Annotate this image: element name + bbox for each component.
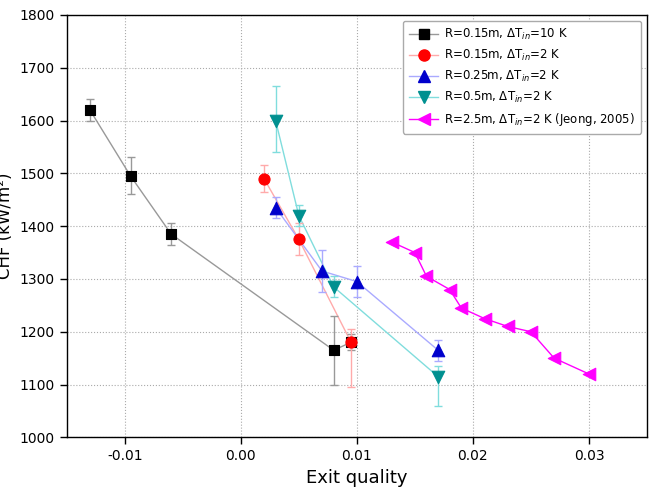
Point — [328, 346, 339, 354]
Point — [317, 267, 327, 275]
Point — [346, 338, 356, 346]
Point — [125, 172, 136, 180]
Point — [456, 304, 467, 312]
X-axis label: Exit quality: Exit quality — [306, 469, 408, 487]
Point — [433, 346, 444, 354]
Point — [259, 174, 269, 182]
Point — [85, 106, 95, 114]
Point — [421, 272, 432, 280]
Point — [352, 278, 362, 286]
Point — [433, 373, 444, 381]
Point — [444, 285, 455, 293]
Point — [386, 238, 397, 246]
Point — [410, 248, 420, 256]
Point — [526, 328, 536, 336]
Point — [549, 354, 560, 362]
Legend: R=0.15m, ΔT$_{in}$=10 K, R=0.15m, ΔT$_{in}$=2 K, R=0.25m, ΔT$_{in}$=2 K, R=0.5m,: R=0.15m, ΔT$_{in}$=10 K, R=0.15m, ΔT$_{i… — [403, 21, 641, 134]
Point — [479, 315, 490, 323]
Y-axis label: CHF (kW/m²): CHF (kW/m²) — [0, 173, 14, 279]
Point — [346, 338, 356, 346]
Point — [584, 370, 594, 378]
Point — [270, 204, 281, 212]
Point — [293, 236, 304, 244]
Point — [502, 323, 513, 331]
Point — [270, 117, 281, 125]
Point — [328, 283, 339, 291]
Point — [293, 212, 304, 220]
Point — [166, 230, 177, 238]
